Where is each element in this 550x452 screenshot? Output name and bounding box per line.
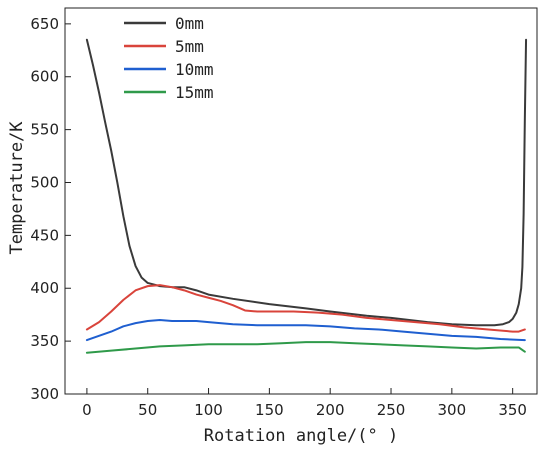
series-line-5mm <box>85 284 526 333</box>
y-axis-ticks: 300 350 400 450 500 550 600 650 <box>30 15 71 403</box>
y-tick-label: 350 <box>30 332 59 350</box>
x-tick-label: 250 <box>377 401 406 419</box>
y-tick-label: 650 <box>30 15 59 33</box>
plot-frame <box>64 7 538 395</box>
y-tick-label: 600 <box>30 68 59 86</box>
y-tick-label: 450 <box>30 226 59 244</box>
legend-label: 5mm <box>175 37 204 56</box>
x-tick-label: 50 <box>138 401 157 419</box>
x-tick-label: 0 <box>82 401 92 419</box>
x-tick-label: 300 <box>438 401 467 419</box>
y-axis-title: Temperature/K <box>7 121 27 255</box>
y-tick-label: 400 <box>30 279 59 297</box>
x-tick-label: 200 <box>316 401 345 419</box>
legend: 0mm 5mm 10mm 15mm <box>124 14 214 102</box>
x-axis-ticks: 0 50 100 150 200 250 300 350 <box>82 388 527 419</box>
legend-label: 15mm <box>175 83 214 102</box>
series-line-15mm <box>85 341 526 354</box>
series-layer <box>85 38 528 354</box>
y-tick-label: 300 <box>30 385 59 403</box>
x-tick-label: 100 <box>194 401 223 419</box>
x-tick-label: 350 <box>498 401 527 419</box>
legend-label: 10mm <box>175 60 214 79</box>
x-axis-title: Rotation angle/(° ) <box>204 426 398 446</box>
series-line-10mm <box>85 318 526 342</box>
y-tick-label: 550 <box>30 121 59 139</box>
series-line-0mm <box>85 38 528 327</box>
legend-label: 0mm <box>175 14 204 33</box>
y-tick-label: 500 <box>30 173 59 191</box>
x-tick-label: 150 <box>255 401 284 419</box>
